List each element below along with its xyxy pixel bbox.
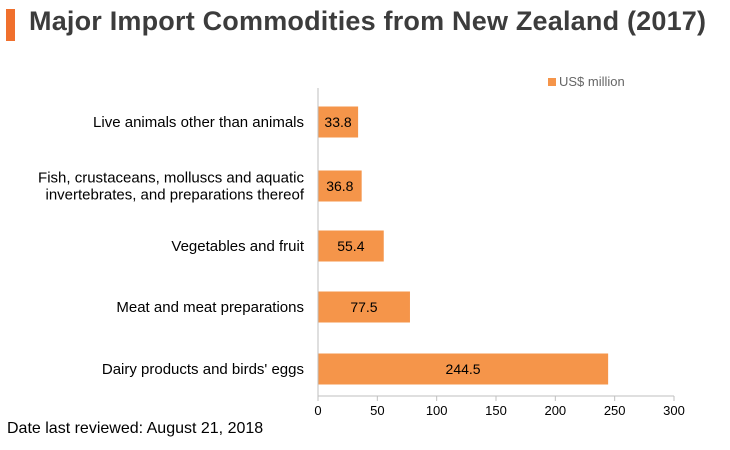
x-tick-label: 250 bbox=[604, 403, 626, 418]
x-tick-label: 200 bbox=[544, 403, 566, 418]
category-label: Fish, crustaceans, molluscs and aquatic bbox=[38, 170, 304, 187]
page-title: Major Import Commodities from New Zealan… bbox=[29, 6, 707, 36]
bar bbox=[318, 291, 410, 323]
x-tick-label: 100 bbox=[426, 403, 448, 418]
x-tick-label: 300 bbox=[663, 403, 685, 418]
data-label: 33.8 bbox=[324, 114, 351, 130]
category-label: Live animals other than animals bbox=[93, 114, 304, 131]
title-accent-bar bbox=[6, 9, 15, 41]
data-label: 55.4 bbox=[337, 238, 364, 254]
data-label: 77.5 bbox=[350, 299, 377, 315]
data-label: 36.8 bbox=[326, 178, 353, 194]
legend-swatch bbox=[548, 77, 556, 86]
legend: US$ million bbox=[548, 74, 625, 89]
bar bbox=[318, 353, 609, 385]
category-label: Dairy products and birds' eggs bbox=[102, 361, 304, 378]
bar bbox=[318, 170, 362, 202]
bar bbox=[318, 106, 359, 138]
data-label: 244.5 bbox=[446, 361, 481, 377]
date-reviewed: Date last reviewed: August 21, 2018 bbox=[7, 420, 264, 437]
bar bbox=[318, 230, 384, 262]
x-tick-label: 0 bbox=[314, 403, 321, 418]
category-label: Meat and meat preparations bbox=[116, 299, 304, 316]
legend-label: US$ million bbox=[559, 74, 625, 89]
category-label: invertebrates, and preparations thereof bbox=[46, 187, 305, 204]
category-label: Vegetables and fruit bbox=[171, 238, 304, 255]
x-tick-label: 50 bbox=[370, 403, 384, 418]
x-tick-label: 150 bbox=[485, 403, 507, 418]
